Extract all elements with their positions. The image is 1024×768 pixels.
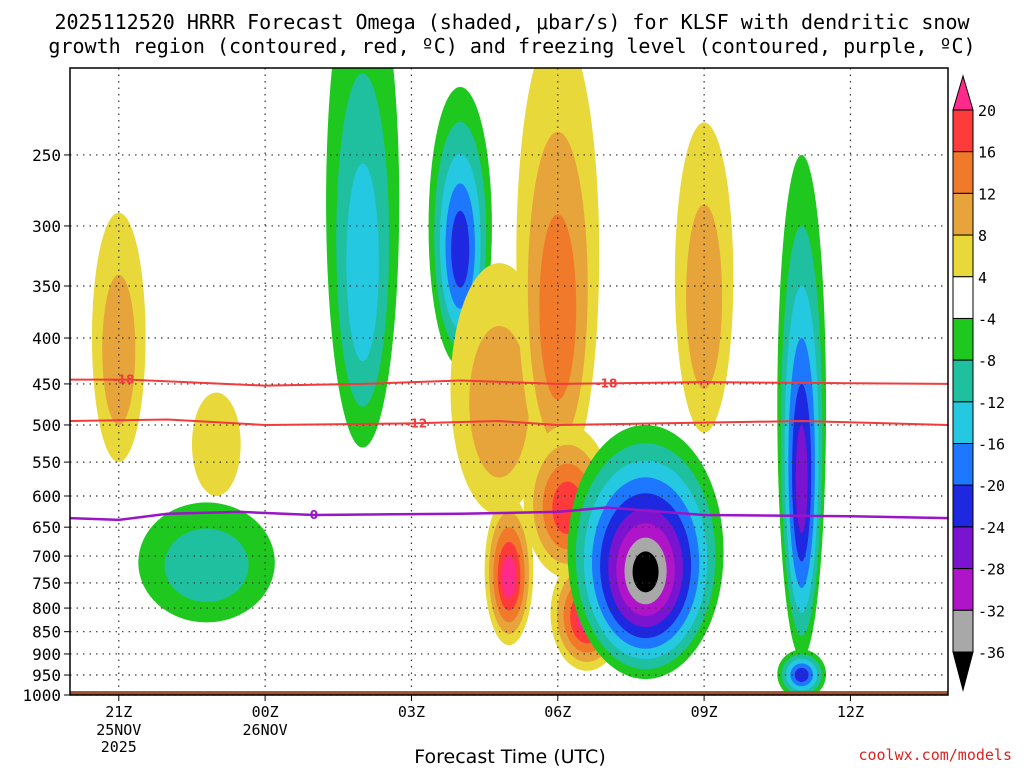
colorbar-label-12: -32 <box>978 602 1005 620</box>
colorbar-box-2 <box>952 192 974 236</box>
x-tick-label-12Z: 12Z <box>837 703 864 721</box>
y-tick-label-500: 500 <box>32 416 61 435</box>
colorbar-box-9 <box>952 484 974 528</box>
colorbar-label-6: -8 <box>978 352 996 370</box>
omega-cell-10-level-8 <box>632 551 659 593</box>
colorbar-label-13: -36 <box>978 644 1005 662</box>
omega-cell-3-level-2 <box>346 163 379 362</box>
colorbar-label-11: -28 <box>978 561 1005 579</box>
colorbar-label-10: -24 <box>978 519 1005 537</box>
plot-frame <box>69 67 949 696</box>
colorbar-box-5 <box>952 317 974 361</box>
x-tick-sublabel-21Z-0: 25NOV <box>96 721 141 739</box>
colorbar-box-6 <box>952 359 974 403</box>
dgz-contour--18-label-1: -18 <box>596 376 618 390</box>
colorbar-box-11 <box>952 568 974 611</box>
colorbar-box-8 <box>952 443 974 486</box>
colorbar: 20 16 12 8 4 -4 -8 -12 -16 -20 -24 -28 -32 -36 <box>952 74 1005 692</box>
terrain <box>70 691 948 695</box>
y-tick-label-450: 450 <box>32 375 61 394</box>
y-tick-label-850: 850 <box>32 623 61 642</box>
colorbar-label-8: -16 <box>978 436 1005 454</box>
colorbar-box-4 <box>952 276 974 319</box>
colorbar-box-12 <box>952 609 974 653</box>
omega-cell-12-level-0 <box>694 0 792 27</box>
omega-cell-4-level-4 <box>451 210 470 288</box>
y-tick-label-350: 350 <box>32 277 61 296</box>
colorbar-label-0: 20 <box>978 102 996 120</box>
omega-cell-5-level-1 <box>469 325 530 478</box>
x-tick-label-09Z: 09Z <box>691 703 718 721</box>
chart-title-line2: growth region (contoured, red, ºC) and f… <box>48 34 976 58</box>
colorbar-label-4: 4 <box>978 269 987 287</box>
freezing-level-contour-label-0: 0 <box>310 508 318 522</box>
omega-cell-7-level-2 <box>539 214 577 400</box>
colorbar-box-7 <box>952 401 974 445</box>
x-tick-label-06Z: 06Z <box>544 703 571 721</box>
ground-band <box>70 691 948 695</box>
colorbar-label-9: -20 <box>978 477 1005 495</box>
freezing-level-contour <box>70 506 948 522</box>
colorbar-label-7: -12 <box>978 394 1005 412</box>
dgz-contour--12 <box>70 418 948 426</box>
x-axis-label: Forecast Time (UTC) <box>414 746 606 768</box>
x-tick-label-00Z: 00Z <box>252 703 279 721</box>
colorbar-box-10 <box>952 526 974 570</box>
colorbar-box-3 <box>952 234 974 278</box>
colorbar-label-5: -4 <box>978 310 996 328</box>
colorbar-box-0 <box>952 109 974 153</box>
colorbar-top-arrow <box>952 74 974 111</box>
x-tick-label-03Z: 03Z <box>398 703 425 721</box>
colorbar-label-1: 16 <box>978 144 996 162</box>
y-tick-label-550: 550 <box>32 453 61 472</box>
x-tick-label-21Z: 21Z <box>105 703 132 721</box>
colorbar-bottom-arrow <box>952 651 974 692</box>
y-tick-label-250: 250 <box>32 146 61 165</box>
y-tick-label-750: 750 <box>32 574 61 593</box>
credit-link[interactable]: coolwx.com/models <box>858 746 1012 764</box>
y-axis: 250 300 350 400 450 500 550 600 650 700 750 800 850 9… <box>22 146 70 705</box>
chart-title-line1: 2025112520 HRRR Forecast Omega (shaded, … <box>54 10 970 34</box>
omega-cell-1-level-0 <box>191 392 241 496</box>
y-tick-label-400: 400 <box>32 329 61 348</box>
y-tick-label-900: 900 <box>32 645 61 664</box>
y-tick-label-950: 950 <box>32 666 61 685</box>
temperature-contours: -18 -18 -12 0 <box>70 373 948 522</box>
y-tick-label-650: 650 <box>32 518 61 537</box>
omega-cell-0-level-1 <box>102 274 136 425</box>
x-tick-sublabel-21Z-1: 2025 <box>101 738 137 756</box>
omega-cell-6-level-4 <box>502 556 516 599</box>
x-tick-sublabel-00Z-0: 26NOV <box>243 721 288 739</box>
colorbar-label-3: 8 <box>978 227 987 245</box>
dgz-contour--18 <box>70 378 948 387</box>
omega-cell-14-level-4 <box>794 667 809 682</box>
dgz-contour--12-label-0: -12 <box>405 416 427 430</box>
dgz-contour--18-label-0: -18 <box>113 373 135 387</box>
omega-cell-2-level-1 <box>164 528 249 603</box>
y-tick-label-600: 600 <box>32 487 61 506</box>
y-tick-label-800: 800 <box>32 599 61 618</box>
omega-field <box>91 0 827 695</box>
y-tick-label-1000: 1000 <box>22 686 61 705</box>
colorbar-box-1 <box>952 151 974 194</box>
omega-cell-13-level-5 <box>795 424 808 534</box>
y-tick-label-700: 700 <box>32 547 61 566</box>
y-tick-label-300: 300 <box>32 217 61 236</box>
colorbar-label-2: 12 <box>978 185 996 203</box>
